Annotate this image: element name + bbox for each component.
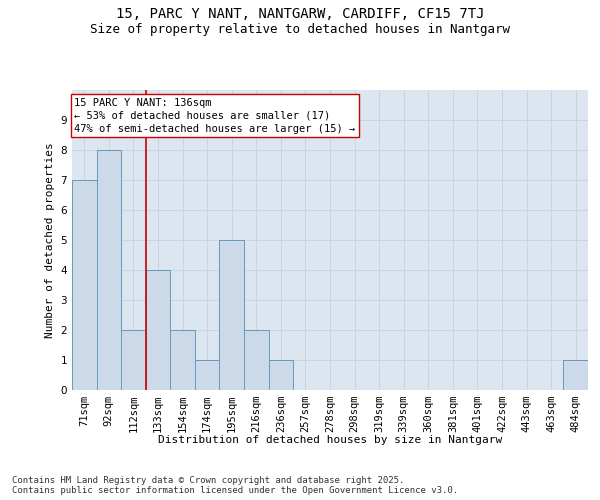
Bar: [72, 180, 97, 390]
Text: 15 PARC Y NANT: 136sqm
← 53% of detached houses are smaller (17)
47% of semi-det: 15 PARC Y NANT: 136sqm ← 53% of detached…: [74, 98, 356, 134]
Bar: [170, 330, 195, 390]
Bar: [563, 360, 588, 390]
Text: Size of property relative to detached houses in Nantgarw: Size of property relative to detached ho…: [90, 22, 510, 36]
Text: Contains HM Land Registry data © Crown copyright and database right 2025.
Contai: Contains HM Land Registry data © Crown c…: [12, 476, 458, 495]
Bar: [195, 360, 220, 390]
Bar: [146, 270, 170, 390]
Bar: [97, 150, 121, 390]
Text: Distribution of detached houses by size in Nantgarw: Distribution of detached houses by size …: [158, 435, 502, 445]
Bar: [121, 330, 146, 390]
Bar: [220, 240, 244, 390]
Text: 15, PARC Y NANT, NANTGARW, CARDIFF, CF15 7TJ: 15, PARC Y NANT, NANTGARW, CARDIFF, CF15…: [116, 8, 484, 22]
Bar: [244, 330, 269, 390]
Bar: [269, 360, 293, 390]
Y-axis label: Number of detached properties: Number of detached properties: [45, 142, 55, 338]
